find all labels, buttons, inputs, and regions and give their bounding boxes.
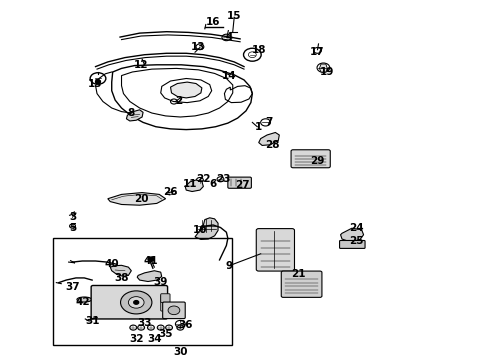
FancyBboxPatch shape — [281, 271, 322, 297]
Ellipse shape — [77, 297, 92, 302]
Text: 18: 18 — [251, 45, 266, 55]
Circle shape — [134, 301, 139, 304]
Text: 40: 40 — [104, 258, 119, 269]
FancyBboxPatch shape — [256, 229, 294, 271]
FancyBboxPatch shape — [161, 295, 168, 311]
Polygon shape — [319, 64, 327, 72]
Text: 10: 10 — [193, 225, 207, 235]
Text: 25: 25 — [349, 236, 364, 246]
Text: 17: 17 — [310, 47, 325, 57]
Text: 39: 39 — [153, 276, 168, 287]
Text: 42: 42 — [75, 297, 90, 307]
Text: 8: 8 — [128, 108, 135, 118]
Text: 28: 28 — [265, 140, 279, 150]
Polygon shape — [185, 180, 203, 192]
Text: 21: 21 — [291, 269, 305, 279]
Circle shape — [96, 80, 100, 84]
Text: 9: 9 — [226, 261, 233, 271]
Text: 19: 19 — [320, 67, 335, 77]
Text: 16: 16 — [206, 17, 220, 27]
FancyBboxPatch shape — [161, 294, 170, 302]
Text: 29: 29 — [310, 156, 325, 166]
Polygon shape — [108, 193, 166, 205]
Text: 22: 22 — [196, 174, 211, 184]
Text: 38: 38 — [114, 273, 129, 283]
Text: 13: 13 — [88, 78, 103, 89]
FancyBboxPatch shape — [291, 150, 330, 168]
Text: 32: 32 — [129, 334, 144, 344]
Text: 14: 14 — [222, 71, 237, 81]
Text: 13: 13 — [191, 42, 206, 52]
Text: 5: 5 — [69, 222, 76, 233]
Bar — [53, 238, 232, 345]
Polygon shape — [171, 82, 202, 98]
Text: 24: 24 — [349, 223, 364, 233]
Text: 4: 4 — [225, 32, 233, 42]
Polygon shape — [341, 228, 364, 242]
Text: 30: 30 — [173, 347, 188, 357]
Polygon shape — [259, 132, 279, 145]
Text: 34: 34 — [147, 334, 162, 344]
Text: 41: 41 — [144, 256, 158, 266]
Text: 23: 23 — [216, 174, 230, 184]
Text: 7: 7 — [265, 117, 272, 127]
Text: 33: 33 — [137, 318, 152, 328]
Circle shape — [148, 257, 154, 261]
Text: 20: 20 — [134, 194, 148, 204]
Text: 35: 35 — [158, 329, 173, 339]
Text: 31: 31 — [85, 316, 99, 326]
Text: 1: 1 — [255, 122, 262, 132]
Polygon shape — [110, 265, 131, 276]
FancyBboxPatch shape — [228, 177, 251, 188]
Text: 37: 37 — [65, 282, 80, 292]
Text: 12: 12 — [134, 60, 148, 70]
Polygon shape — [126, 110, 143, 121]
Text: 11: 11 — [183, 179, 197, 189]
Text: 2: 2 — [175, 96, 182, 106]
Text: 27: 27 — [235, 180, 250, 190]
Text: 15: 15 — [227, 11, 242, 21]
Text: 26: 26 — [163, 186, 178, 197]
Circle shape — [121, 291, 152, 314]
Text: 6: 6 — [210, 179, 217, 189]
FancyBboxPatch shape — [163, 302, 185, 319]
FancyBboxPatch shape — [91, 285, 168, 319]
Text: 36: 36 — [178, 320, 193, 330]
Polygon shape — [137, 271, 162, 282]
Circle shape — [168, 306, 180, 315]
Polygon shape — [195, 218, 218, 239]
Text: 3: 3 — [69, 212, 76, 222]
FancyBboxPatch shape — [340, 240, 365, 248]
Circle shape — [128, 297, 144, 308]
